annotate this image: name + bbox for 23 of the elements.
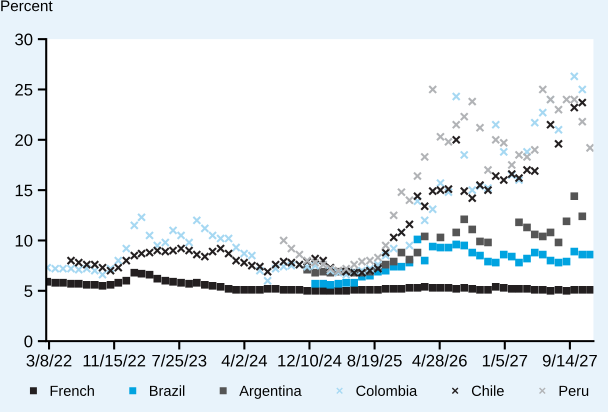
x-tick-label: 8/19/25 <box>348 354 402 367</box>
legend-label: Chile <box>472 385 504 396</box>
x-tick-label: 4/28/26 <box>412 354 467 367</box>
x-tick-label: 1/5/27 <box>482 354 528 367</box>
y-tick-label: 5 <box>24 285 32 298</box>
x-tick-label: 7/25/23 <box>152 354 206 367</box>
legend-label: Peru <box>560 386 588 396</box>
y-tick-label: 0 <box>24 336 32 348</box>
x-tick-label: 11/15/22 <box>84 354 146 367</box>
legend-label: Colombia <box>356 385 418 396</box>
y-tick-label: 10 <box>16 234 32 247</box>
y-tick-label: 20 <box>15 134 32 146</box>
x-tick-label: 4/2/24 <box>222 354 268 367</box>
legend-label: Argentina <box>239 385 302 399</box>
x-tick-label: 12/10/24 <box>278 354 342 367</box>
y-axis-title: Percent <box>1 0 53 12</box>
legend-label: French <box>50 385 94 396</box>
legend-label: Brazil <box>150 385 184 396</box>
y-tick-label: 25 <box>15 84 32 96</box>
y-tick-label: 30 <box>15 34 32 46</box>
y-tick-label: 15 <box>16 184 32 196</box>
x-tick-label: 3/8/22 <box>26 354 72 367</box>
x-tick-label: 9/14/27 <box>542 354 597 367</box>
